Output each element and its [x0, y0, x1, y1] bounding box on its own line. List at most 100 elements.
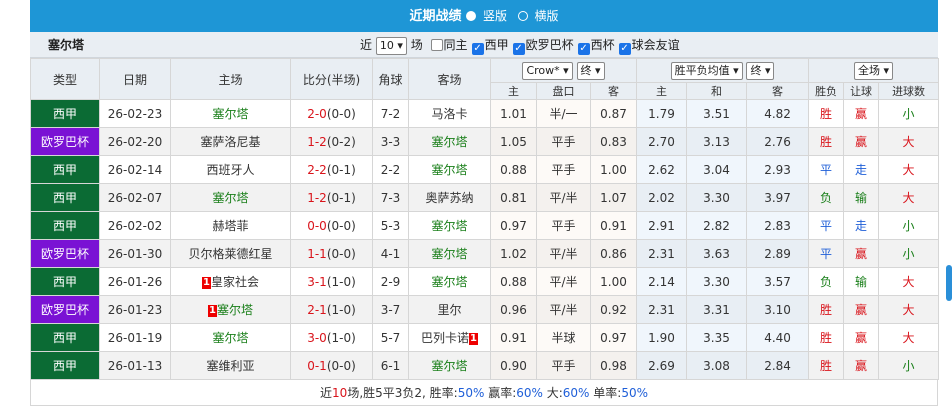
unit-label: 场	[410, 38, 423, 52]
subcol-6: 胜负	[808, 82, 845, 100]
table-row[interactable]: 西甲 26-02-02 赫塔菲 0-0(0-0) 5-3 塞尔塔 0.97 平手…	[30, 211, 940, 240]
win-loss: 胜	[808, 323, 845, 352]
home-team[interactable]: 贝尔格莱德红星	[170, 239, 291, 268]
avg-draw: 3.30	[686, 183, 748, 212]
crow-away-odds: 0.92	[589, 295, 638, 324]
over-under: 小	[878, 239, 940, 268]
home-team[interactable]: 塞尔塔	[170, 183, 291, 212]
away-team[interactable]: 塞尔塔	[408, 127, 491, 156]
league-checkbox-1[interactable]: ✓	[512, 43, 525, 55]
league-badge[interactable]: 西甲	[30, 323, 100, 352]
subcol-5: 客	[746, 82, 810, 100]
recent-record-panel: 近期战绩 竖版 横版 塞尔塔 近 10 ▾ 场 同主 ✓ 西甲 ✓ 欧罗巴杯 ✓ 西杯 ✓ 球会…	[30, 0, 940, 406]
away-team[interactable]: 奥萨苏纳	[408, 183, 491, 212]
subcol-1: 盘口	[536, 82, 591, 100]
away-team[interactable]: 马洛卡	[408, 99, 491, 128]
away-team[interactable]: 塞尔塔	[408, 211, 491, 240]
handicap-result: 走	[843, 155, 880, 184]
over-under: 大	[878, 295, 940, 324]
range-select[interactable]: 全场 ▾	[854, 61, 894, 80]
avg-select[interactable]: 胜平负均值 ▾	[670, 61, 743, 80]
away-team[interactable]: 塞尔塔	[408, 239, 491, 268]
table-row[interactable]: 欧罗巴杯 26-01-23 1塞尔塔 2-1(1-0) 3-7 里尔 0.96 …	[30, 295, 940, 324]
avg-away: 2.76	[746, 127, 810, 156]
crow-header: Crow* ▾ 终 ▾	[489, 58, 638, 83]
col-score: 比分(半场)	[290, 58, 373, 100]
match-score[interactable]: 0-0(0-0)	[290, 211, 373, 240]
table-row[interactable]: 欧罗巴杯 26-02-20 塞萨洛尼基 1-2(0-2) 3-3 塞尔塔 1.0…	[30, 127, 940, 156]
league-checkbox-2[interactable]: ✓	[577, 43, 590, 55]
away-team[interactable]: 塞尔塔	[408, 267, 491, 296]
match-score[interactable]: 3-1(1-0)	[290, 267, 373, 296]
avg-draw: 3.63	[686, 239, 748, 268]
table-row[interactable]: 西甲 26-01-13 塞维利亚 0-1(0-0) 6-1 塞尔塔 0.90 平…	[30, 351, 940, 380]
away-team[interactable]: 巴列卡诺1	[408, 323, 491, 352]
crow-stage-select[interactable]: 终 ▾	[576, 61, 605, 80]
avg-away: 2.93	[746, 155, 810, 184]
home-team[interactable]: 西班牙人	[170, 155, 291, 184]
league-badge[interactable]: 欧罗巴杯	[30, 239, 100, 268]
same-home-checkbox[interactable]	[430, 39, 443, 51]
avg-home: 2.70	[636, 127, 688, 156]
league-badge[interactable]: 西甲	[30, 267, 100, 296]
match-count-select[interactable]: 10 ▾	[375, 36, 407, 55]
table-row[interactable]: 西甲 26-01-19 塞尔塔 3-0(1-0) 5-7 巴列卡诺1 0.91 …	[30, 323, 940, 352]
away-team[interactable]: 塞尔塔	[408, 351, 491, 380]
league-badge[interactable]: 欧罗巴杯	[30, 127, 100, 156]
match-score[interactable]: 1-2(0-2)	[290, 127, 373, 156]
home-team[interactable]: 赫塔菲	[170, 211, 291, 240]
home-team[interactable]: 1皇家社会	[170, 267, 291, 296]
avg-away: 4.40	[746, 323, 810, 352]
league-badge[interactable]: 西甲	[30, 155, 100, 184]
match-score[interactable]: 2-1(1-0)	[290, 295, 373, 324]
league-badge[interactable]: 西甲	[30, 211, 100, 240]
avg-home: 1.90	[636, 323, 688, 352]
radio-horizontal[interactable]	[517, 11, 528, 21]
match-score[interactable]: 2-2(0-1)	[290, 155, 373, 184]
league-badge[interactable]: 欧罗巴杯	[30, 295, 100, 324]
league-checkbox-3[interactable]: ✓	[618, 43, 631, 55]
avg-stage-select[interactable]: 终 ▾	[746, 61, 775, 80]
league-badge[interactable]: 西甲	[30, 351, 100, 380]
crow-home-odds: 0.81	[490, 183, 537, 212]
horizontal-label[interactable]: 横版	[534, 9, 559, 23]
table-row[interactable]: 西甲 26-02-14 西班牙人 2-2(0-1) 2-2 塞尔塔 0.88 平…	[30, 155, 940, 184]
table-row[interactable]: 西甲 26-02-07 塞尔塔 1-2(0-1) 7-3 奥萨苏纳 0.81 平…	[30, 183, 940, 212]
corner-score: 2-9	[372, 267, 409, 296]
avg-home: 2.31	[636, 239, 688, 268]
scrollbar-thumb[interactable]	[946, 265, 952, 301]
league-label: 球会友谊	[631, 38, 680, 52]
table-row[interactable]: 西甲 26-01-26 1皇家社会 3-1(1-0) 2-9 塞尔塔 0.88 …	[30, 267, 940, 296]
corner-score: 4-1	[372, 239, 409, 268]
match-score[interactable]: 3-0(1-0)	[290, 323, 373, 352]
crow-away-odds: 1.00	[589, 267, 638, 296]
home-team[interactable]: 塞尔塔	[170, 323, 291, 352]
league-badge[interactable]: 西甲	[30, 183, 100, 212]
home-team[interactable]: 塞尔塔	[170, 99, 291, 128]
handicap-line: 半/一	[536, 99, 591, 128]
avg-away: 3.10	[746, 295, 810, 324]
match-score[interactable]: 2-0(0-0)	[290, 99, 373, 128]
col-home: 主场	[170, 58, 291, 100]
subcol-7: 让球	[843, 82, 880, 100]
table-row[interactable]: 西甲 26-02-23 塞尔塔 2-0(0-0) 7-2 马洛卡 1.01 半/…	[30, 99, 940, 128]
handicap-line: 平/半	[536, 239, 591, 268]
win-loss: 平	[808, 155, 845, 184]
away-team[interactable]: 塞尔塔	[408, 155, 491, 184]
match-score[interactable]: 1-2(0-1)	[290, 183, 373, 212]
col-away: 客场	[408, 58, 491, 100]
home-team[interactable]: 塞萨洛尼基	[170, 127, 291, 156]
match-score[interactable]: 1-1(0-0)	[290, 239, 373, 268]
league-label: 西杯	[590, 38, 615, 52]
home-team[interactable]: 1塞尔塔	[170, 295, 291, 324]
table-row[interactable]: 欧罗巴杯 26-01-30 贝尔格莱德红星 1-1(0-0) 4-1 塞尔塔 1…	[30, 239, 940, 268]
company-select[interactable]: Crow* ▾	[522, 61, 573, 80]
match-date: 26-01-19	[99, 323, 171, 352]
radio-vertical[interactable]	[465, 11, 476, 21]
match-score[interactable]: 0-1(0-0)	[290, 351, 373, 380]
league-badge[interactable]: 西甲	[30, 99, 100, 128]
vertical-label[interactable]: 竖版	[482, 9, 507, 23]
away-team[interactable]: 里尔	[408, 295, 491, 324]
home-team[interactable]: 塞维利亚	[170, 351, 291, 380]
league-checkbox-0[interactable]: ✓	[471, 43, 484, 55]
